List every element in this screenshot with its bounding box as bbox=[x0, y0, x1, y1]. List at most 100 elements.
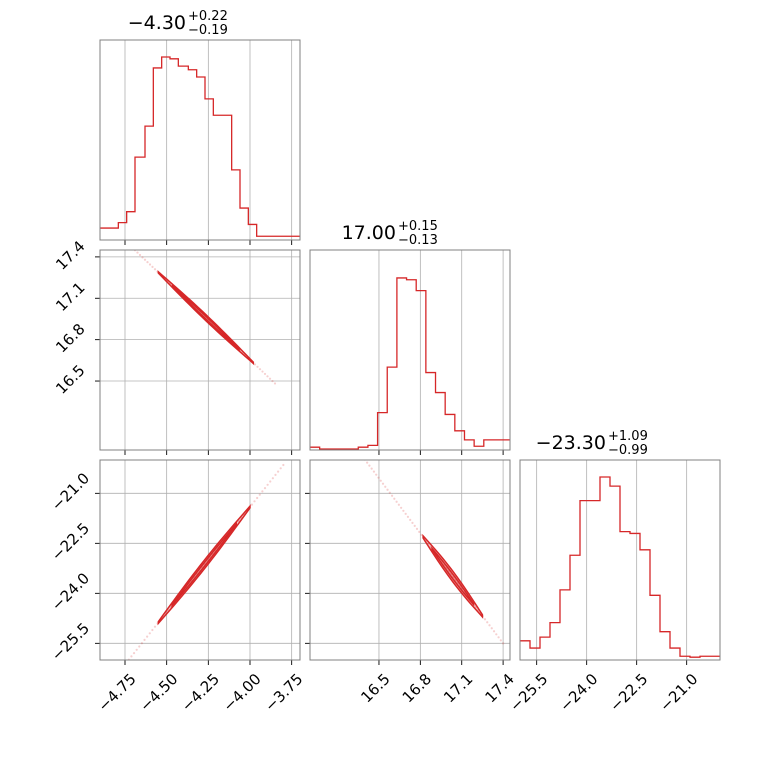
scatter-point bbox=[379, 479, 382, 482]
scatter-point bbox=[256, 496, 259, 500]
scatter-panel-0: 16.5 16.8 17.1 17.4 bbox=[52, 218, 301, 455]
density bbox=[101, 218, 277, 385]
scatter-point bbox=[274, 473, 277, 476]
scatter-point bbox=[362, 455, 364, 457]
scatter-point bbox=[397, 503, 400, 506]
axes-frame bbox=[99, 39, 301, 241]
tick-label-x: −4.00 bbox=[220, 670, 265, 715]
scatter-point bbox=[415, 527, 419, 530]
scatter-point bbox=[488, 624, 491, 627]
scatter-point bbox=[346, 434, 348, 436]
scatter-point bbox=[411, 521, 414, 524]
tick-label-x: 16.8 bbox=[399, 670, 435, 706]
axes-frame bbox=[309, 249, 511, 451]
scatter-point bbox=[418, 530, 421, 533]
scatter-point bbox=[153, 625, 157, 628]
scatter-point bbox=[499, 639, 502, 642]
scatter-point bbox=[151, 265, 154, 268]
scatter-point bbox=[109, 682, 111, 684]
axes-frame bbox=[519, 459, 721, 661]
scatter-point bbox=[377, 476, 380, 479]
scatter-point bbox=[372, 470, 376, 473]
scatter-point bbox=[384, 485, 387, 488]
tick-label-x: 17.1 bbox=[440, 670, 476, 706]
panels: −25.5 −24.0 −22.5 −21.016.516.817.117.4−25.… bbox=[48, 39, 721, 715]
contour-inner bbox=[431, 546, 475, 607]
scatter-point bbox=[404, 512, 407, 515]
scatter-point bbox=[153, 268, 157, 271]
title-value: −4.30 bbox=[128, 12, 186, 34]
tick-label-x: −25.5 bbox=[506, 670, 551, 715]
histogram-step-2 bbox=[520, 476, 720, 658]
tick-label-x: −21.0 bbox=[656, 670, 701, 715]
title-value: −23.30 bbox=[536, 432, 606, 454]
scatter-point bbox=[132, 652, 136, 655]
density bbox=[107, 463, 285, 687]
scatter-point bbox=[359, 452, 361, 454]
scatter-point bbox=[273, 382, 277, 385]
scatter-point bbox=[375, 473, 378, 476]
title-value: 17.00 bbox=[342, 222, 396, 244]
title-param-2: −23.30 +1.09−0.99 bbox=[536, 429, 648, 458]
scatter-point bbox=[263, 487, 267, 490]
scatter-point bbox=[370, 467, 373, 470]
tick-label-x: 16.5 bbox=[357, 670, 393, 706]
tick-label-x: −4.25 bbox=[178, 670, 223, 715]
title-param-0: −4.30 +0.22−0.19 bbox=[128, 9, 228, 38]
scatter-point bbox=[256, 365, 259, 368]
scatter-point bbox=[143, 258, 147, 261]
axes-frame bbox=[99, 249, 301, 451]
hist-panel-1 bbox=[309, 249, 511, 455]
scatter-point bbox=[495, 633, 498, 636]
scatter-point bbox=[402, 509, 405, 512]
title-plus: +0.22 bbox=[188, 9, 228, 24]
scatter-point bbox=[268, 377, 272, 380]
title-minus: −0.19 bbox=[188, 23, 228, 38]
tick-label-x: −4.50 bbox=[136, 670, 181, 715]
scatter-point bbox=[282, 463, 285, 467]
scatter-point bbox=[261, 490, 264, 493]
scatter-point bbox=[151, 628, 154, 632]
scatter-point bbox=[350, 440, 352, 442]
scatter-point bbox=[122, 665, 124, 667]
hist-panel-2: −25.5 −24.0 −22.5 −21.0 bbox=[506, 459, 721, 715]
tick-label-y: −24.0 bbox=[48, 569, 93, 614]
scatter-point bbox=[343, 431, 345, 433]
scatter-point bbox=[143, 638, 146, 642]
contour-inner bbox=[171, 521, 237, 608]
scatter-point bbox=[366, 461, 369, 464]
tick-label-x: −24.0 bbox=[556, 670, 601, 715]
scatter-point bbox=[121, 237, 123, 239]
density bbox=[343, 431, 505, 645]
scatter-point bbox=[115, 675, 117, 677]
tick-label-y: −22.5 bbox=[48, 519, 93, 564]
tick-label-y: 16.8 bbox=[52, 320, 88, 356]
scatter-point bbox=[395, 500, 398, 503]
scatter-point bbox=[486, 621, 489, 624]
scatter-point bbox=[258, 493, 261, 496]
title-plus: +1.09 bbox=[608, 429, 648, 444]
scatter-point bbox=[390, 494, 394, 497]
axes-frame bbox=[309, 459, 511, 661]
scatter-point bbox=[276, 470, 280, 473]
scatter-panel-1: −25.5 −24.0 −22.5 −21.0 −4.75−4.50−4.25−4.00… bbox=[48, 459, 306, 715]
scatter-point bbox=[406, 515, 410, 518]
scatter-point bbox=[483, 618, 487, 621]
scatter-point bbox=[138, 645, 141, 648]
scatter-point bbox=[107, 685, 109, 687]
scatter-point bbox=[420, 533, 423, 537]
scatter-point bbox=[146, 261, 149, 264]
title-plus: +0.15 bbox=[398, 219, 438, 234]
scatter-point bbox=[490, 627, 493, 630]
scatter-point bbox=[266, 375, 269, 378]
scatter-point bbox=[114, 230, 116, 232]
scatter-point bbox=[388, 491, 391, 494]
tick-label-y: 16.5 bbox=[52, 361, 88, 397]
scatter-point bbox=[101, 218, 103, 220]
scatter-point bbox=[263, 372, 267, 376]
scatter-point bbox=[250, 503, 254, 506]
title-param-1: 17.00 +0.15−0.13 bbox=[342, 219, 438, 248]
scatter-point bbox=[502, 642, 505, 645]
scatter-point bbox=[140, 642, 144, 645]
